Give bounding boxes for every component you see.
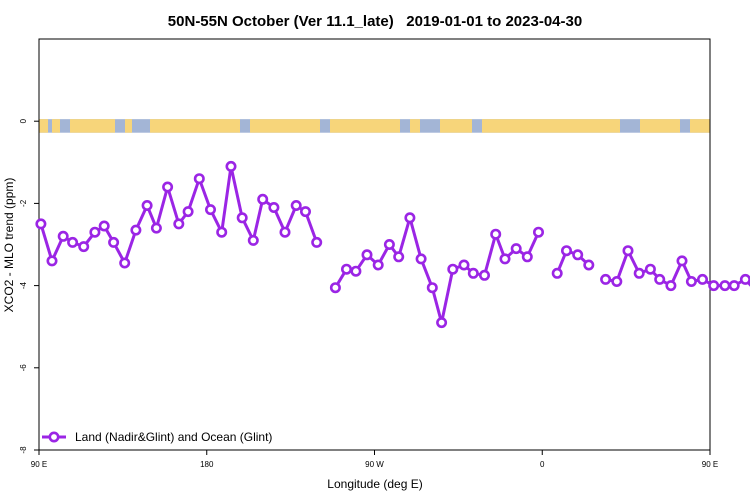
y-tick-label: -2 bbox=[19, 199, 28, 207]
land-segment bbox=[690, 119, 710, 133]
data-point bbox=[622, 245, 634, 257]
data-point bbox=[205, 204, 217, 216]
data-point bbox=[290, 200, 302, 212]
x-tick-label: 0 bbox=[540, 460, 545, 469]
land-ocean-strip bbox=[39, 119, 710, 133]
data-point bbox=[532, 226, 544, 238]
data-point bbox=[162, 181, 174, 193]
data-point bbox=[247, 234, 259, 246]
data-point bbox=[173, 218, 185, 230]
data-point bbox=[696, 273, 708, 285]
x-tick-label: 180 bbox=[200, 460, 214, 469]
data-point bbox=[150, 222, 162, 234]
data-point bbox=[340, 263, 352, 275]
data-point bbox=[436, 317, 448, 329]
y-tick-label: -4 bbox=[19, 281, 28, 289]
land-segment bbox=[440, 119, 472, 133]
data-point bbox=[739, 273, 750, 285]
data-point bbox=[644, 263, 656, 275]
data-point bbox=[78, 241, 90, 253]
data-point bbox=[633, 267, 645, 279]
data-point bbox=[685, 275, 697, 287]
data-point bbox=[236, 212, 248, 224]
data-point bbox=[130, 224, 142, 236]
data-point bbox=[654, 273, 666, 285]
data-point bbox=[279, 226, 291, 238]
data-point bbox=[499, 253, 511, 265]
data-point bbox=[551, 267, 563, 279]
data-point bbox=[458, 259, 470, 271]
data-point bbox=[46, 255, 58, 267]
data-point bbox=[216, 226, 228, 238]
data-point bbox=[611, 275, 623, 287]
chart-title: 50N-55N October (Ver 11.1_late) 2019-01-… bbox=[168, 13, 582, 30]
data-point bbox=[372, 259, 384, 271]
data-point bbox=[311, 236, 323, 248]
x-tick-label: 90 W bbox=[365, 460, 384, 469]
data-point bbox=[98, 220, 110, 232]
data-point bbox=[57, 230, 69, 242]
land-segment bbox=[410, 119, 420, 133]
data-point bbox=[676, 255, 688, 267]
land-segment bbox=[52, 119, 60, 133]
y-axis-label: XCO2 - MLO trend (ppm) bbox=[2, 178, 16, 313]
series-layer bbox=[35, 160, 750, 329]
data-point bbox=[708, 280, 720, 292]
data-point bbox=[119, 257, 131, 269]
y-tick-label: -8 bbox=[19, 446, 28, 454]
data-point bbox=[467, 267, 479, 279]
data-point bbox=[719, 280, 731, 292]
data-point bbox=[268, 202, 280, 214]
data-point bbox=[35, 218, 47, 230]
data-point bbox=[572, 249, 584, 261]
data-point bbox=[393, 251, 405, 263]
data-point bbox=[600, 273, 612, 285]
data-point bbox=[225, 160, 237, 172]
legend-label: Land (Nadir&Glint) and Ocean (Glint) bbox=[75, 430, 272, 444]
data-point bbox=[560, 245, 572, 257]
data-point bbox=[478, 269, 490, 281]
legend-marker bbox=[48, 431, 60, 443]
data-point bbox=[447, 263, 459, 275]
data-point bbox=[108, 236, 120, 248]
data-point bbox=[329, 282, 341, 294]
land-segment bbox=[70, 119, 115, 133]
land-segment bbox=[482, 119, 620, 133]
data-point bbox=[141, 200, 153, 212]
data-point bbox=[426, 282, 438, 294]
land-segment bbox=[150, 119, 240, 133]
land-segment bbox=[39, 119, 48, 133]
y-tick-label: -6 bbox=[19, 364, 28, 372]
data-point bbox=[193, 173, 205, 185]
series-line bbox=[555, 249, 590, 274]
x-axis-label: Longitude (deg E) bbox=[327, 477, 422, 491]
data-point bbox=[350, 265, 362, 277]
data-point bbox=[665, 280, 677, 292]
data-point bbox=[415, 253, 427, 265]
data-point bbox=[257, 193, 269, 205]
y-tick-label: 0 bbox=[19, 118, 28, 123]
data-point bbox=[299, 206, 311, 218]
data-point bbox=[361, 249, 373, 261]
land-segment bbox=[125, 119, 132, 133]
data-point bbox=[490, 228, 502, 240]
land-segment bbox=[250, 119, 320, 133]
x-tick-label: 90 E bbox=[702, 460, 718, 469]
legend: Land (Nadir&Glint) and Ocean (Glint) bbox=[42, 430, 272, 444]
land-segment bbox=[640, 119, 680, 133]
land-segment bbox=[330, 119, 400, 133]
data-point bbox=[510, 243, 522, 255]
x-tick-label: 90 E bbox=[31, 460, 47, 469]
data-point bbox=[89, 226, 101, 238]
data-point bbox=[583, 259, 595, 271]
data-point bbox=[521, 251, 533, 263]
data-point bbox=[728, 280, 740, 292]
data-point bbox=[404, 212, 416, 224]
data-point bbox=[182, 206, 194, 218]
data-point bbox=[383, 239, 395, 251]
data-point bbox=[67, 236, 79, 248]
